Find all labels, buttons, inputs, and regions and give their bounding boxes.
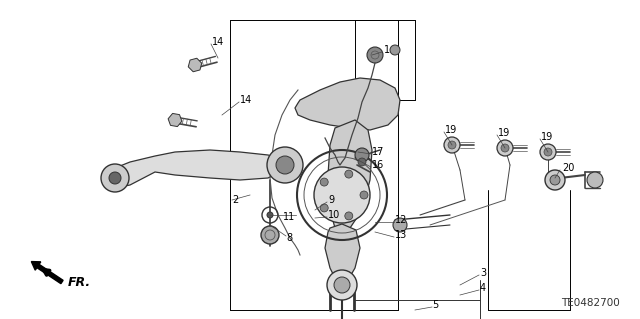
Text: 13: 13 <box>395 230 407 240</box>
Circle shape <box>358 158 366 166</box>
Circle shape <box>101 164 129 192</box>
Circle shape <box>448 141 456 149</box>
Text: 16: 16 <box>372 160 384 170</box>
Text: 1: 1 <box>384 45 390 55</box>
Circle shape <box>109 172 121 184</box>
Circle shape <box>501 144 509 152</box>
Text: 14: 14 <box>212 37 224 47</box>
Circle shape <box>360 191 368 199</box>
Circle shape <box>540 144 556 160</box>
Circle shape <box>261 226 279 244</box>
Circle shape <box>267 147 303 183</box>
Circle shape <box>444 137 460 153</box>
Text: 14: 14 <box>240 95 252 105</box>
Circle shape <box>355 148 369 162</box>
Text: 10: 10 <box>328 210 340 220</box>
Polygon shape <box>115 150 285 188</box>
Text: 19: 19 <box>445 125 457 135</box>
Polygon shape <box>328 120 372 230</box>
Text: 19: 19 <box>498 128 510 138</box>
FancyArrow shape <box>31 262 63 284</box>
Text: 8: 8 <box>286 233 292 243</box>
Circle shape <box>345 212 353 220</box>
Polygon shape <box>188 58 202 72</box>
Circle shape <box>587 172 603 188</box>
Circle shape <box>544 148 552 156</box>
Circle shape <box>327 270 357 300</box>
Circle shape <box>334 277 350 293</box>
Circle shape <box>320 178 328 186</box>
Circle shape <box>367 47 383 63</box>
Circle shape <box>320 204 328 212</box>
Circle shape <box>267 212 273 218</box>
Polygon shape <box>325 224 360 285</box>
Text: 20: 20 <box>562 163 574 173</box>
Circle shape <box>497 140 513 156</box>
Text: 5: 5 <box>432 300 438 310</box>
Text: 3: 3 <box>480 268 486 278</box>
Circle shape <box>345 170 353 178</box>
Circle shape <box>390 45 400 55</box>
Text: 12: 12 <box>395 215 408 225</box>
Polygon shape <box>168 114 182 127</box>
Text: 11: 11 <box>283 212 295 222</box>
Text: FR.: FR. <box>68 276 91 288</box>
Text: 2: 2 <box>232 195 238 205</box>
Text: 19: 19 <box>541 132 553 142</box>
Text: 17: 17 <box>372 147 385 157</box>
Text: 4: 4 <box>480 283 486 293</box>
Circle shape <box>276 156 294 174</box>
Polygon shape <box>295 78 400 130</box>
Text: TE0482700: TE0482700 <box>561 298 620 308</box>
Circle shape <box>314 167 370 223</box>
Circle shape <box>545 170 565 190</box>
Circle shape <box>393 218 407 232</box>
Circle shape <box>550 175 560 185</box>
Text: 9: 9 <box>328 195 334 205</box>
